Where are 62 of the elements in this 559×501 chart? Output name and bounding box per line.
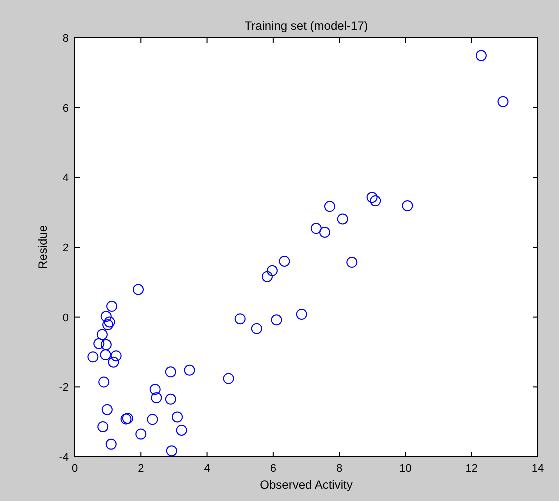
point [498,96,509,108]
point [88,352,99,363]
x-tick-label: 0 [72,463,78,475]
point [100,311,112,322]
point [320,226,331,238]
point [150,384,161,396]
point [172,412,184,423]
x-tick-label: 8 [336,463,343,475]
point [271,314,282,326]
x-tick-label: 12 [466,463,478,475]
point [136,428,147,440]
point [151,392,162,404]
point [296,309,308,320]
point [251,323,262,334]
point [102,320,114,331]
point [100,350,112,361]
point [324,201,336,212]
point [132,284,144,296]
y-tick-label: 0 [62,312,69,324]
point [110,350,122,362]
point [102,404,113,416]
x-axis-title: Observed Activity [260,478,353,492]
point [108,356,120,368]
point [366,192,378,204]
y-tick-label: 2 [62,242,69,254]
point [402,200,414,212]
point [165,394,176,405]
point [370,196,382,207]
y-axis-title: Residue [36,225,50,270]
y-tick-label: -2 [59,382,69,394]
x-tick-label: 2 [138,463,144,475]
point [165,366,176,378]
point [100,339,112,350]
y-tick-label: -4 [59,452,69,464]
point [147,414,158,426]
x-tick-label: 14 [532,463,544,475]
point [279,256,290,267]
y-tick-label: 6 [62,102,69,115]
point [104,316,116,328]
point [337,214,348,225]
point [223,373,234,384]
y-tick-label: 8 [62,33,69,45]
point [176,424,188,436]
point [310,223,322,234]
x-tick-label: 6 [270,463,276,475]
point [98,376,110,388]
point [262,271,273,282]
chart-title: Training set (model-17) [244,19,368,33]
point [106,438,117,450]
x-tick-label: 4 [204,463,210,475]
point [234,314,246,325]
y-tick-label: 4 [62,172,69,185]
point [346,257,358,268]
point [98,421,109,432]
point [166,446,178,457]
point [96,329,108,340]
x-tick-label: 10 [400,463,412,475]
point [266,265,278,276]
point [476,50,487,62]
point [106,301,118,312]
point [184,364,196,376]
point [94,338,105,350]
